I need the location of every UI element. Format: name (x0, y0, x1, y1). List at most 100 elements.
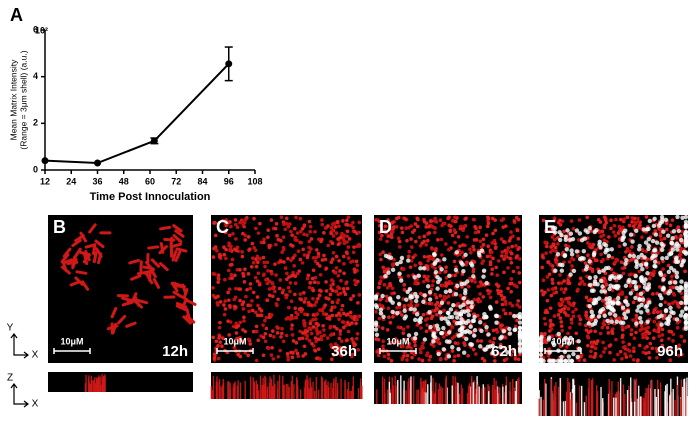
cell (625, 215, 630, 220)
cell (515, 228, 520, 233)
cell (509, 251, 514, 256)
matrix (538, 343, 544, 349)
cell (448, 228, 452, 233)
cell (310, 341, 314, 346)
cell (640, 247, 645, 252)
cell (637, 223, 642, 228)
cell (229, 272, 234, 277)
matrix (620, 305, 626, 310)
matrix (461, 350, 467, 355)
matrix (373, 296, 379, 301)
cell (640, 332, 645, 337)
cell (386, 356, 391, 361)
cell (228, 263, 233, 267)
matrix (587, 282, 593, 288)
cell (330, 222, 335, 227)
cell (409, 224, 414, 228)
matrix (412, 335, 418, 341)
cell (282, 260, 286, 264)
cell (630, 245, 634, 249)
matrix (611, 284, 617, 289)
cell (419, 350, 423, 355)
cell (254, 324, 259, 329)
cell (424, 243, 428, 247)
cell (549, 245, 553, 249)
matrix (659, 241, 664, 247)
cell (170, 281, 179, 293)
matrix (395, 310, 400, 316)
cell (278, 348, 282, 353)
cell (561, 299, 565, 304)
cell (273, 289, 277, 294)
cell (265, 298, 270, 303)
cell (514, 215, 519, 220)
matrix (427, 289, 433, 295)
scale-bar (379, 348, 417, 354)
cell (185, 298, 197, 306)
cell (254, 226, 258, 231)
cell (388, 234, 392, 238)
cell (509, 289, 513, 294)
cell (464, 216, 468, 221)
side-view (48, 372, 193, 392)
cell (438, 294, 443, 298)
matrix (597, 269, 602, 275)
cell (593, 346, 598, 351)
matrix (623, 228, 628, 233)
cell (280, 326, 284, 331)
matrix (436, 326, 441, 332)
cell (270, 345, 274, 350)
cell (311, 268, 316, 273)
cell (679, 246, 684, 251)
matrix (552, 230, 558, 235)
cell (490, 272, 494, 276)
cell (238, 220, 242, 225)
cell (628, 284, 633, 288)
cell (636, 216, 640, 221)
matrix (633, 273, 638, 279)
cell (346, 256, 351, 260)
cell (337, 311, 341, 316)
cell (287, 305, 291, 310)
cell (511, 234, 515, 238)
matrix (433, 270, 439, 275)
matrix (444, 339, 450, 344)
cell (434, 220, 439, 224)
cell (345, 229, 350, 234)
cell (342, 325, 346, 330)
matrix (462, 309, 467, 315)
matrix (566, 354, 572, 359)
cell (667, 302, 671, 306)
cell (261, 273, 266, 278)
cell (331, 353, 336, 357)
cell (592, 355, 596, 359)
matrix (683, 229, 689, 235)
cell (307, 219, 312, 224)
cell (290, 333, 295, 337)
cell (450, 233, 455, 238)
cell (453, 240, 457, 245)
matrix (446, 310, 451, 316)
matrix (498, 344, 503, 350)
cell (678, 253, 683, 257)
cell (293, 237, 297, 242)
cell (254, 257, 258, 261)
cell (657, 334, 662, 338)
matrix (637, 315, 643, 321)
cell (307, 250, 312, 255)
matrix (683, 306, 689, 312)
cell (323, 226, 328, 230)
cell (599, 234, 603, 239)
cell (606, 331, 611, 335)
cell (357, 314, 362, 319)
cell (276, 297, 280, 302)
matrix (575, 354, 580, 360)
cell (593, 248, 598, 252)
matrix (664, 255, 669, 261)
cell (330, 300, 335, 304)
matrix (683, 235, 689, 240)
matrix (564, 247, 569, 252)
matrix (666, 269, 672, 275)
cell (357, 230, 361, 235)
cell (170, 242, 183, 249)
